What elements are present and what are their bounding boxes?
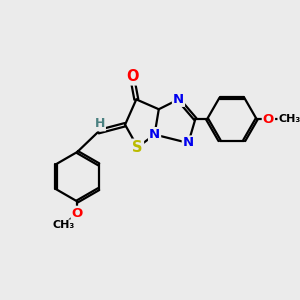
Text: O: O: [126, 69, 138, 84]
Text: O: O: [263, 112, 274, 126]
Text: N: N: [173, 93, 184, 106]
Text: CH₃: CH₃: [278, 114, 300, 124]
Text: N: N: [149, 128, 160, 141]
Text: N: N: [183, 136, 194, 149]
Text: S: S: [133, 140, 143, 155]
Text: H: H: [94, 117, 105, 130]
Text: O: O: [72, 207, 83, 220]
Text: CH₃: CH₃: [52, 220, 74, 230]
